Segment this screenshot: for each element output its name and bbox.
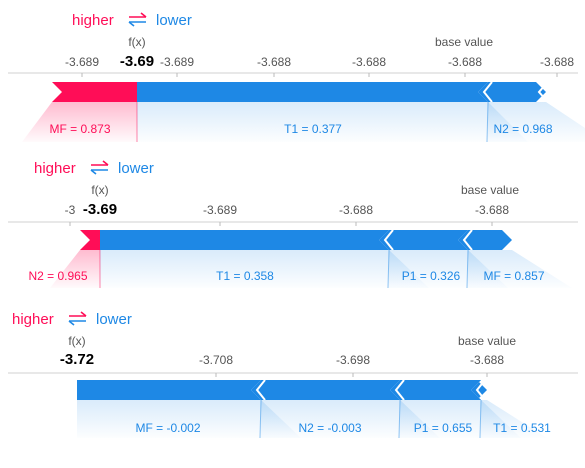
feature-label-lower: MF = -0.002	[135, 421, 200, 435]
segment-divider	[462, 229, 473, 251]
base-value-label: base value	[461, 183, 519, 197]
tick-label: -3.698	[336, 353, 370, 367]
legend-arrows-icon	[68, 311, 87, 326]
arrow-right-head	[102, 160, 109, 166]
segment-divider	[537, 83, 547, 101]
tick-label: -3.708	[199, 353, 233, 367]
tick-label: -3	[65, 203, 76, 217]
feature-label-lower: MF = 0.857	[483, 269, 544, 283]
bar-segment-lower	[458, 230, 512, 250]
bar-segment-lower	[379, 230, 468, 250]
base-value-label: base value	[435, 35, 493, 49]
tick-label: -3.688	[257, 55, 291, 69]
arrow-right-head	[140, 12, 147, 18]
arrow-left-head	[68, 320, 75, 326]
tick-label: -3.688	[470, 353, 504, 367]
legend-arrows-icon	[128, 12, 147, 27]
feature-label-higher: MF = 0.873	[49, 122, 110, 136]
bar-segment-lower	[251, 380, 400, 400]
fx-value-bg	[54, 349, 100, 368]
fx-value-bg	[114, 51, 160, 70]
legend-higher: higher	[34, 160, 76, 177]
feature-label-lower: N2 = -0.003	[298, 421, 361, 435]
tail-lower	[468, 250, 572, 288]
bar-segment-higher	[52, 82, 137, 102]
legend-higher: higher	[72, 12, 114, 29]
arrow-right-head	[80, 311, 87, 317]
bar-segment-lower	[137, 82, 488, 102]
tick-label: -3.689	[203, 203, 237, 217]
legend-arrows-icon	[90, 160, 109, 175]
legend-lower: lower	[156, 12, 192, 29]
tail-lower	[481, 400, 547, 438]
segment-divider	[255, 379, 266, 401]
tick-label: -3.688	[352, 55, 386, 69]
feature-label-lower: T1 = 0.377	[284, 122, 342, 136]
tick-label: -3.688	[475, 203, 509, 217]
segment-divider	[394, 379, 405, 401]
fx-value: -3.69	[83, 201, 117, 218]
tail-higher	[50, 250, 100, 288]
segment-divider	[475, 379, 486, 401]
fx-label: f(x)	[128, 35, 145, 49]
feature-label-lower: P1 = 0.326	[402, 269, 461, 283]
tail-edge	[466, 249, 469, 289]
tail-edge	[479, 399, 482, 439]
tail-higher	[22, 102, 137, 142]
tail-edge	[387, 249, 390, 289]
tick-label: -3.688	[448, 55, 482, 69]
feature-label-lower: T1 = 0.358	[216, 269, 274, 283]
tail-lower	[137, 102, 528, 142]
legend-higher: higher	[12, 311, 54, 328]
feature-label-lower: T1 = 0.531	[493, 421, 551, 435]
fx-label: f(x)	[68, 334, 85, 348]
tail-lower	[488, 102, 585, 142]
fx-value: -3.72	[60, 351, 94, 368]
fx-value: -3.69	[120, 53, 154, 70]
bar-segment-lower	[471, 380, 487, 400]
bar-segment-higher	[80, 230, 100, 250]
tail-lower	[77, 400, 301, 438]
tail-lower	[100, 250, 429, 288]
bar-segment-lower	[478, 82, 546, 102]
tail-lower	[261, 400, 440, 438]
tail-edge	[486, 101, 489, 143]
feature-label-higher: N2 = 0.965	[28, 269, 87, 283]
arrow-left-head	[90, 169, 97, 175]
tail-edge	[398, 399, 401, 439]
feature-label-lower: N2 = 0.968	[493, 122, 552, 136]
legend-lower: lower	[118, 160, 154, 177]
tick-label: -3.688	[339, 203, 373, 217]
tick-label: -3.688	[540, 55, 574, 69]
fx-label: f(x)	[91, 183, 108, 197]
tick-label: -3.689	[160, 55, 194, 69]
segment-divider	[383, 229, 394, 251]
legend-lower: lower	[96, 311, 132, 328]
tail-edge	[259, 399, 262, 439]
arrow-left-head	[128, 21, 135, 27]
bar-segment-lower	[77, 380, 261, 400]
fx-value-bg	[77, 199, 123, 218]
feature-label-lower: P1 = 0.655	[414, 421, 473, 435]
bar-segment-lower	[390, 380, 481, 400]
bar-segment-lower	[100, 230, 389, 250]
segment-divider	[482, 81, 493, 103]
tick-label: -3.689	[65, 55, 99, 69]
base-value-label: base value	[458, 334, 516, 348]
